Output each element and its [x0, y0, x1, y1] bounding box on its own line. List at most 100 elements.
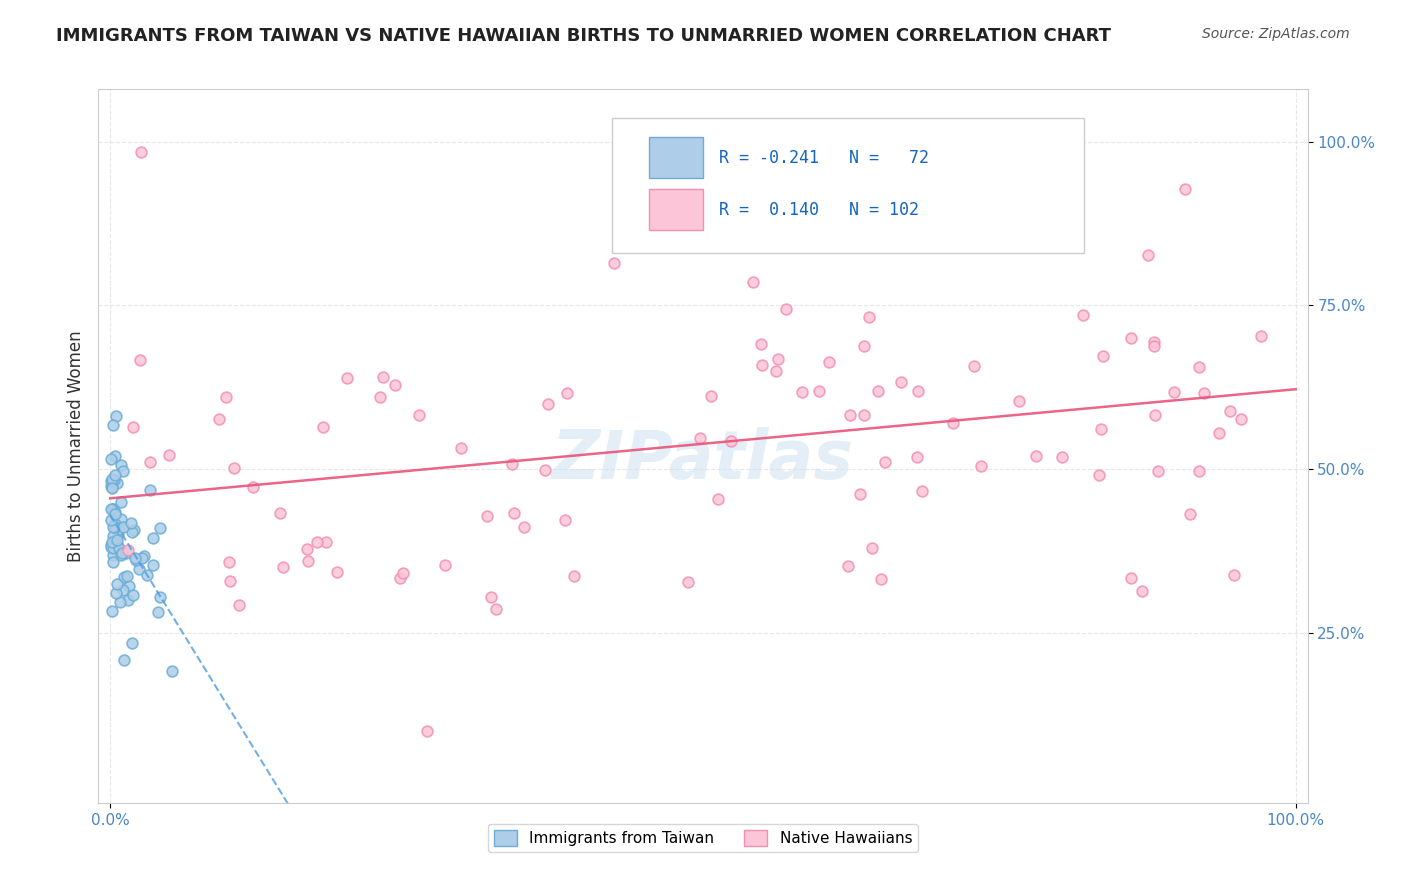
Point: [157, 448, 180, 462]
Point: [1250, 329, 1272, 343]
Point: [1119, 571, 1142, 585]
Point: [107, 527, 129, 541]
Point: [890, 376, 912, 390]
Point: [808, 384, 831, 399]
Point: [100, 472, 122, 486]
Point: [503, 506, 526, 520]
Point: [1050, 450, 1073, 464]
Bar: [648, 137, 703, 178]
Point: [100, 451, 122, 466]
Point: [104, 516, 127, 531]
Point: [103, 418, 125, 433]
Point: [105, 576, 128, 591]
Point: [860, 541, 883, 555]
Point: [911, 483, 934, 498]
Point: [766, 352, 789, 367]
Point: [149, 521, 172, 535]
Point: [485, 602, 508, 616]
Point: [1130, 584, 1153, 599]
Point: [110, 512, 132, 526]
Point: [1143, 335, 1166, 350]
Point: [101, 541, 124, 555]
Point: [853, 408, 876, 422]
Point: [112, 653, 135, 667]
Point: [512, 520, 534, 534]
Point: [100, 538, 122, 552]
Point: [818, 355, 841, 369]
Point: [849, 487, 872, 501]
Point: [555, 386, 578, 401]
Point: [103, 473, 125, 487]
Point: [104, 468, 127, 483]
Point: [103, 520, 125, 534]
Point: [905, 450, 928, 464]
Point: [271, 560, 294, 574]
Legend: Immigrants from Taiwan, Native Hawaiians: Immigrants from Taiwan, Native Hawaiians: [488, 824, 918, 852]
FancyBboxPatch shape: [613, 118, 1084, 253]
Point: [101, 479, 124, 493]
Point: [389, 571, 412, 585]
Point: [1187, 360, 1209, 375]
Point: [907, 384, 929, 398]
Point: [112, 546, 135, 560]
Point: [228, 599, 250, 613]
Point: [1144, 408, 1167, 422]
Point: [114, 546, 136, 560]
Point: [112, 520, 135, 534]
Point: [129, 145, 152, 159]
Point: [765, 364, 787, 378]
Point: [1192, 386, 1215, 401]
Point: [100, 540, 122, 554]
Point: [125, 552, 148, 566]
Point: [120, 516, 142, 531]
Point: [969, 458, 991, 473]
Point: [368, 390, 391, 404]
Point: [101, 555, 124, 569]
Point: [101, 473, 124, 487]
Point: [749, 336, 772, 351]
Point: [218, 555, 240, 569]
Point: [751, 359, 773, 373]
Point: [101, 548, 124, 562]
Point: [107, 541, 129, 555]
Point: [1178, 508, 1201, 522]
Point: [325, 565, 347, 579]
Point: [315, 534, 337, 549]
Point: [103, 529, 125, 543]
Point: [501, 457, 523, 471]
Point: [134, 549, 156, 564]
Point: [790, 385, 813, 400]
Point: [100, 474, 122, 488]
Point: [128, 562, 150, 576]
Point: [870, 573, 893, 587]
Point: [1188, 464, 1211, 478]
Point: [371, 370, 394, 384]
Point: [942, 417, 965, 431]
Point: [537, 397, 560, 411]
Point: [1143, 339, 1166, 353]
Point: [131, 550, 153, 565]
Point: [139, 483, 162, 497]
Point: [101, 501, 124, 516]
Y-axis label: Births to Unmarried Women: Births to Unmarried Women: [66, 330, 84, 562]
Point: [242, 479, 264, 493]
Point: [603, 255, 626, 269]
Point: [775, 301, 797, 316]
Point: [110, 495, 132, 509]
Point: [1025, 450, 1047, 464]
Point: [104, 409, 127, 424]
Point: [433, 558, 456, 572]
Point: [108, 595, 131, 609]
Point: [160, 664, 183, 678]
Point: [121, 635, 143, 649]
Point: [963, 359, 986, 374]
Point: [295, 541, 318, 556]
Point: [122, 523, 145, 537]
Point: [208, 412, 231, 426]
Point: [215, 391, 238, 405]
Point: [104, 450, 127, 464]
Point: [142, 531, 165, 545]
Point: [858, 310, 880, 324]
Point: [837, 558, 859, 573]
Point: [222, 460, 245, 475]
